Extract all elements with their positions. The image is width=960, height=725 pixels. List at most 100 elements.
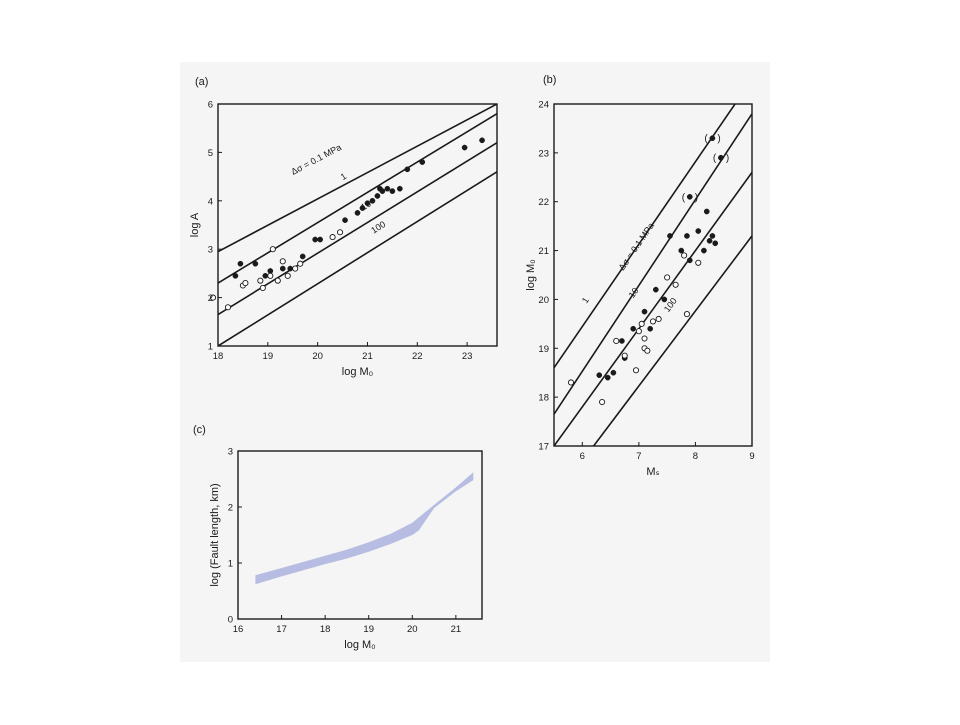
panel-a-xtick-label-3: 21 bbox=[362, 351, 373, 362]
panel-c-ytick-label-2: 2 bbox=[228, 503, 233, 514]
panel-b-point-open-12 bbox=[664, 274, 671, 281]
panel-a-point-filled-11 bbox=[354, 210, 361, 216]
panel-c-xlabel: log M₀ bbox=[344, 639, 375, 651]
panel-a-point-open-10 bbox=[284, 272, 291, 279]
panel-b-point-filled-bracketed-2-bracket-right: ) bbox=[726, 153, 729, 164]
panel-b-point-filled-bracketed-0 bbox=[686, 193, 693, 200]
panel-a-point-filled-14 bbox=[369, 197, 376, 204]
panel-b-xtick-label-0: 6 bbox=[580, 451, 585, 462]
panel-b-point-filled-bracketed-0-bracket-left: ( bbox=[682, 192, 686, 203]
panel-a-ylabel: log A bbox=[189, 212, 201, 237]
panel-a-xtick-label-5: 23 bbox=[462, 351, 473, 362]
panel-b-point-filled-bracketed-2 bbox=[718, 154, 724, 161]
panel-b-point-filled-bracketed-1-bracket-right: ) bbox=[717, 134, 720, 145]
panel-a-stress-label-1: 1 bbox=[339, 171, 348, 182]
panel-a-point-filled-17 bbox=[379, 188, 386, 194]
panel-a-stress-line-1 bbox=[218, 112, 497, 284]
panel-a-point-filled-6 bbox=[287, 265, 294, 272]
panel-a-point-open-11 bbox=[292, 265, 299, 272]
panel-b-point-open-3 bbox=[621, 352, 628, 359]
panel-a-point-open-6 bbox=[267, 272, 274, 279]
panel-a-point-filled-21 bbox=[404, 166, 411, 173]
panel-b-point-open-15 bbox=[683, 311, 690, 318]
panel-b-point-open-0 bbox=[567, 379, 575, 386]
panel-b-point-open-16 bbox=[695, 259, 702, 266]
panel-c-frame bbox=[237, 450, 483, 620]
panel-b-point-open-5 bbox=[635, 328, 642, 335]
panel-b-point-filled-12 bbox=[684, 233, 690, 239]
panel-b-xtick-label-3: 9 bbox=[749, 451, 754, 462]
panel-a-stress-line-0 bbox=[218, 104, 497, 253]
panel-a-ytick-label-1: 2 bbox=[208, 293, 213, 304]
panel-c: (c) 16 17 18 19 20 21 0 1 2 3 log M₀ log (Fault leng… bbox=[193, 424, 483, 651]
panel-b-point-open-6 bbox=[638, 320, 645, 327]
scanned-page-background bbox=[180, 62, 770, 662]
panel-a-ytick-label-2: 3 bbox=[208, 245, 213, 256]
panel-a-point-filled-15 bbox=[374, 193, 381, 199]
panel-a-point-filled-2 bbox=[252, 260, 259, 267]
panel-a-ytick-label-4: 5 bbox=[208, 148, 213, 159]
panel-b-point-open-8 bbox=[641, 335, 648, 342]
panel-a-point-open-3 bbox=[242, 280, 249, 287]
panel-b-point-filled-9 bbox=[661, 296, 668, 303]
panel-a-point-open-4 bbox=[257, 277, 264, 284]
panel-b-frame bbox=[553, 103, 753, 447]
panel-c-xtick-label-1: 17 bbox=[276, 624, 287, 635]
panel-a-xlabel: log M₀ bbox=[342, 366, 373, 378]
panel-a-point-filled-24 bbox=[479, 137, 485, 144]
panel-a-ytick-label-0: 1 bbox=[208, 342, 213, 353]
panel-b-xtick-label-1: 7 bbox=[636, 451, 641, 462]
panel-c-xtick-label-3: 19 bbox=[363, 624, 374, 635]
panel-b-point-filled-0 bbox=[596, 372, 603, 379]
panel-b-point-filled-11 bbox=[678, 247, 685, 254]
panel-c-label: (c) bbox=[193, 424, 206, 436]
panel-b-point-filled-1 bbox=[604, 374, 611, 381]
panel-a-point-open-13 bbox=[329, 234, 336, 241]
panel-a-point-filled-5 bbox=[279, 265, 286, 272]
panel-b-point-filled-19 bbox=[712, 240, 719, 247]
panel-b-ytick-label-5: 22 bbox=[538, 197, 549, 208]
panel-a-point-filled-19 bbox=[389, 188, 396, 194]
panel-a-ytick-label-3: 4 bbox=[208, 196, 213, 207]
panel-a-xtick-label-0: 18 bbox=[213, 351, 224, 362]
panel-b-ytick-label-3: 20 bbox=[538, 295, 549, 306]
panel-a-point-filled-18 bbox=[384, 185, 391, 192]
panel-b-point-filled-5 bbox=[630, 325, 637, 332]
panel-c-ytick-label-1: 1 bbox=[228, 559, 233, 570]
panel-c-xtick-label-2: 18 bbox=[320, 624, 331, 635]
panel-a-point-filled-0 bbox=[232, 272, 239, 279]
panel-b-point-filled-bracketed-2-bracket-left: ( bbox=[713, 153, 717, 164]
panel-b-point-open-4 bbox=[632, 367, 640, 374]
panel-c-ylabel: log (Fault length, km) bbox=[209, 483, 221, 586]
panel-b-xtick-label-2: 8 bbox=[693, 451, 698, 462]
panel-b-point-filled-2 bbox=[610, 369, 617, 376]
panel-a-point-open-1 bbox=[224, 304, 232, 311]
panel-b-ytick-label-1: 18 bbox=[538, 393, 549, 404]
panel-b-point-filled-8 bbox=[652, 286, 659, 293]
panel-b-stress-line-1 bbox=[554, 113, 752, 415]
panel-a-stress-label-2: 10 bbox=[359, 199, 373, 213]
panel-b-point-open-2 bbox=[613, 337, 620, 345]
panel-b-point-filled-10 bbox=[667, 233, 673, 239]
panel-a-xtick-label-2: 20 bbox=[312, 351, 323, 362]
panel-c-xtick-label-4: 20 bbox=[407, 624, 418, 635]
panel-b-point-filled-7 bbox=[647, 325, 654, 332]
panel-a-point-open-8 bbox=[274, 277, 281, 284]
panel-b-point-open-13 bbox=[672, 281, 679, 288]
panel-a-point-open-12 bbox=[297, 260, 304, 267]
panel-b-point-filled-16 bbox=[703, 208, 710, 215]
panel-a-point-open-7 bbox=[269, 246, 276, 253]
panel-a-point-filled-1 bbox=[237, 260, 244, 267]
panel-a-point-filled-8 bbox=[312, 236, 319, 243]
panel-a-point-open-5 bbox=[259, 284, 266, 291]
panel-b-point-filled-bracketed-1 bbox=[709, 135, 716, 142]
panel-a-point-filled-22 bbox=[419, 159, 426, 165]
panel-b-label: (b) bbox=[543, 74, 556, 86]
panel-b-ytick-label-7: 24 bbox=[538, 100, 549, 111]
panel-b-stress-label-2: 10 bbox=[627, 286, 641, 300]
panel-c-xtick-label-0: 16 bbox=[233, 624, 244, 635]
panel-b-ytick-label-6: 23 bbox=[538, 148, 549, 159]
